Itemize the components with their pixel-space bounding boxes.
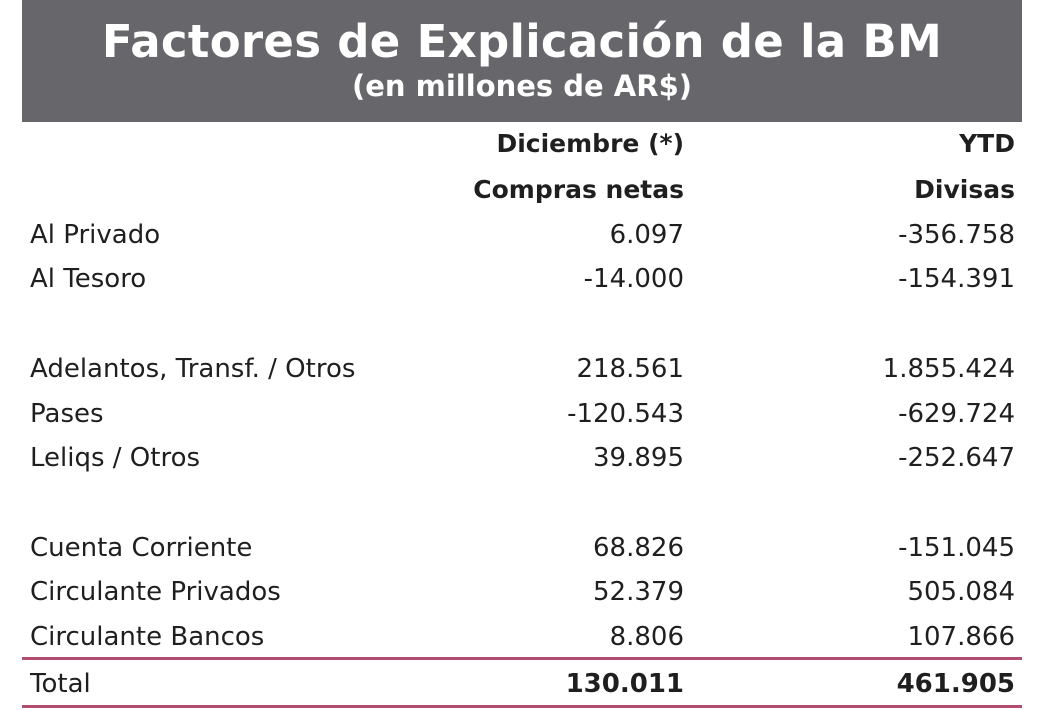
table-row: Circulante Bancos 8.806 107.866 bbox=[0, 617, 1041, 657]
row-label: Leliqs / Otros bbox=[30, 443, 201, 473]
total-value-ytd: 461.905 bbox=[896, 669, 1015, 699]
table-row: Leliqs / Otros 39.895 -252.647 bbox=[0, 438, 1041, 478]
row-label: Al Tesoro bbox=[30, 264, 147, 294]
table-row: Pases -120.543 -629.724 bbox=[0, 394, 1041, 434]
table-row: Al Tesoro -14.000 -154.391 bbox=[0, 259, 1041, 299]
column-header-diciembre: Diciembre (*) bbox=[496, 129, 684, 158]
row-value-diciembre: -14.000 bbox=[583, 264, 684, 294]
row-label: Cuenta Corriente bbox=[30, 533, 253, 563]
column-header-ytd: YTD bbox=[959, 129, 1015, 158]
row-value-ytd: -356.758 bbox=[898, 220, 1015, 250]
row-value-ytd: -151.045 bbox=[898, 533, 1015, 563]
table-subtitle: (en millones de AR$) bbox=[351, 69, 693, 103]
row-label: Al Privado bbox=[30, 220, 161, 250]
title-banner: Factores de Explicación de la BM (en mil… bbox=[22, 0, 1022, 122]
row-value-ytd: -154.391 bbox=[898, 264, 1015, 294]
row-label: Circulante Privados bbox=[30, 577, 281, 607]
total-divider-top bbox=[22, 657, 1022, 660]
column-subheader-compras-netas: Compras netas bbox=[473, 175, 684, 204]
row-value-ytd: 505.084 bbox=[907, 577, 1015, 607]
row-value-ytd: -252.647 bbox=[898, 443, 1015, 473]
column-subheader-divisas: Divisas bbox=[914, 175, 1015, 204]
row-label: Pases bbox=[30, 399, 104, 429]
table-title: Factores de Explicación de la BM bbox=[101, 15, 943, 68]
row-value-diciembre: 8.806 bbox=[609, 622, 684, 652]
row-value-ytd: 107.866 bbox=[907, 622, 1015, 652]
row-value-diciembre: 39.895 bbox=[593, 443, 684, 473]
table-row: Circulante Privados 52.379 505.084 bbox=[0, 572, 1041, 612]
total-value-diciembre: 130.011 bbox=[565, 669, 684, 699]
row-label: Circulante Bancos bbox=[30, 622, 265, 652]
row-label: Adelantos, Transf. / Otros bbox=[30, 354, 356, 384]
total-divider-bottom bbox=[22, 705, 1022, 708]
row-value-diciembre: 218.561 bbox=[576, 354, 684, 384]
row-value-diciembre: -120.543 bbox=[567, 399, 684, 429]
row-value-diciembre: 6.097 bbox=[609, 220, 684, 250]
total-row: Total 130.011 461.905 bbox=[0, 664, 1041, 704]
total-label: Total bbox=[30, 669, 91, 699]
table-row: Al Privado 6.097 -356.758 bbox=[0, 215, 1041, 255]
table-row: Adelantos, Transf. / Otros 218.561 1.855… bbox=[0, 349, 1041, 389]
row-value-diciembre: 68.826 bbox=[593, 533, 684, 563]
row-value-ytd: 1.855.424 bbox=[882, 354, 1015, 384]
row-value-ytd: -629.724 bbox=[898, 399, 1015, 429]
row-value-diciembre: 52.379 bbox=[593, 577, 684, 607]
table-row: Cuenta Corriente 68.826 -151.045 bbox=[0, 528, 1041, 568]
